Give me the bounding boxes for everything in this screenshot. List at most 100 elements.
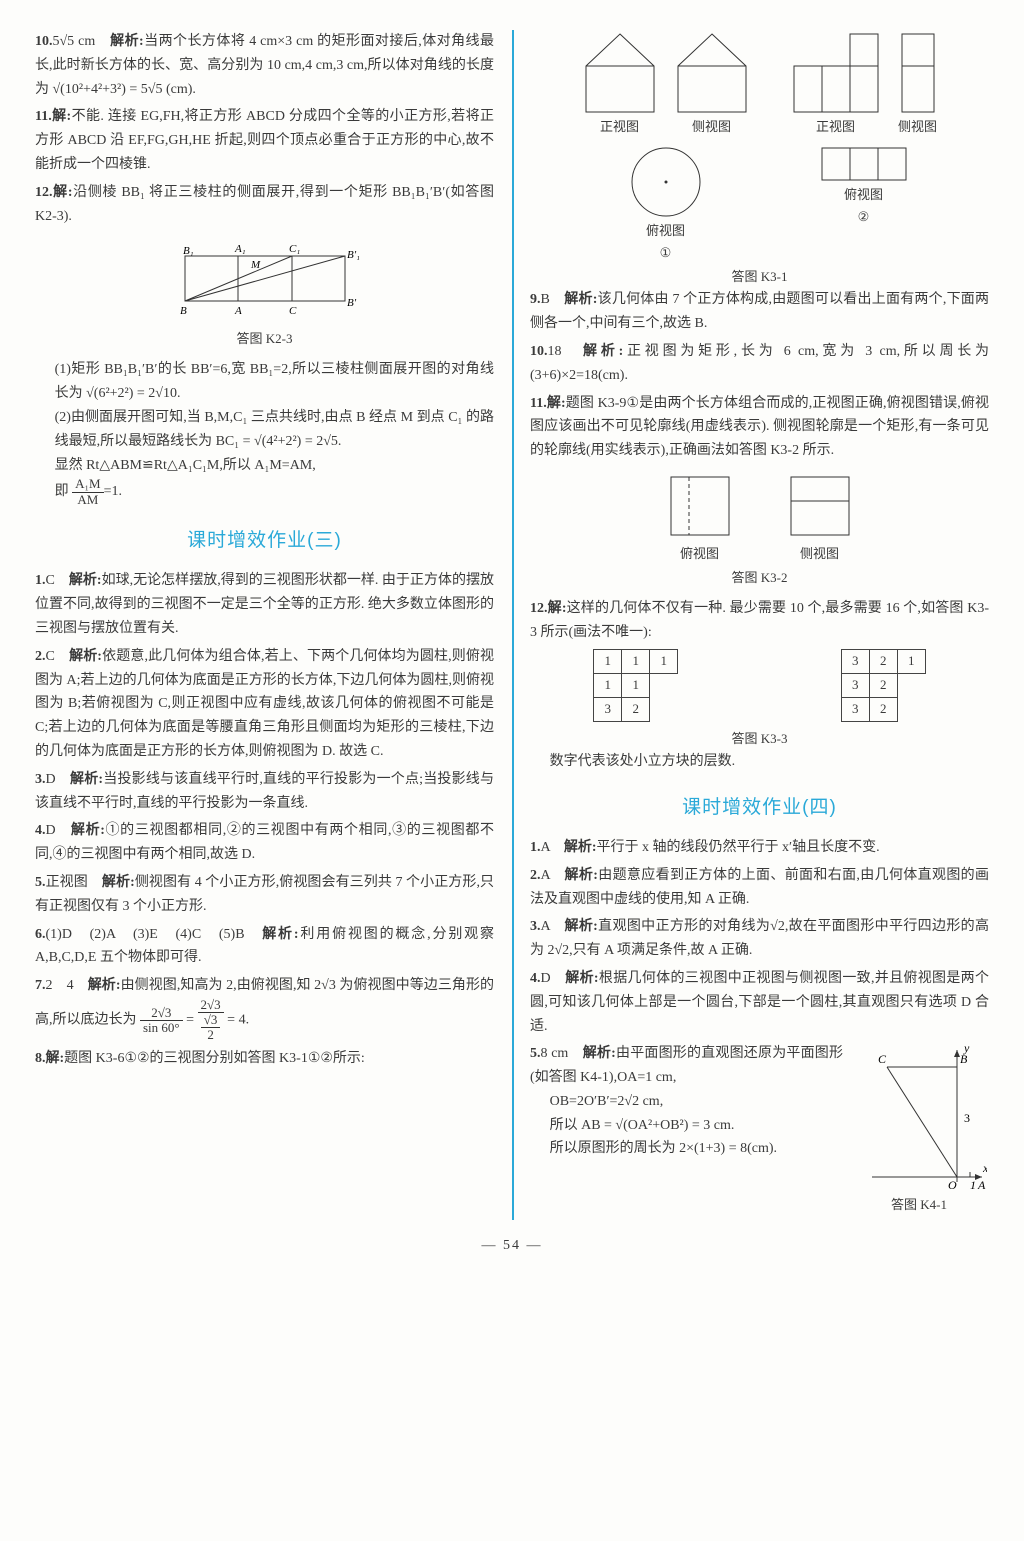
answer: C xyxy=(46,573,55,588)
text: 依题意,此几何体为组合体,若上、下两个几何体均为圆柱,则俯视图为 A;若上边的几… xyxy=(35,649,494,759)
text: 题图 K3-9①是由两个长方体组合而成的,正视图正确,俯视图错误,俯视图应该画出… xyxy=(530,396,989,459)
label: 解析: xyxy=(564,292,597,307)
svg-text:A: A xyxy=(234,305,242,317)
denominator: AM xyxy=(72,493,103,507)
cell xyxy=(650,673,678,697)
text: =1. xyxy=(104,484,122,499)
fraction: 2√3 sin 60° xyxy=(140,1006,183,1036)
cell: 1 xyxy=(897,649,925,673)
q10: 10.18 解析:正视图为矩形,长为 6 cm,宽为 3 cm,所以周长为 (3… xyxy=(530,340,989,388)
q11: 11.解:题图 K3-9①是由两个长方体组合而成的,正视图正确,俯视图错误,俯视… xyxy=(530,392,989,590)
label: 正视图 xyxy=(582,116,658,138)
item-number: 4. xyxy=(35,823,46,838)
item-number: 12. xyxy=(530,601,548,616)
cell xyxy=(650,697,678,721)
q12: 12.解:这样的几何体不仅有一种. 最少需要 10 个,最多需要 16 个,如答… xyxy=(530,597,989,773)
label: 解析: xyxy=(564,840,597,855)
svg-text:C₁: C₁ xyxy=(289,243,300,255)
text: 显然 Rt△ABM≌Rt△A₁C₁M,所以 A₁M=AM, xyxy=(35,454,494,478)
text: 直观图中正方形的对角线为√2,故在平面图形中平行四边形的高为 2√2,只有 A … xyxy=(530,919,989,958)
q3: 3.D 解析:当投影线与该直线平行时,直线的平行投影为一个点;当投影线与该直线不… xyxy=(35,768,494,816)
label: 解析: xyxy=(565,919,598,934)
svg-text:M: M xyxy=(250,259,261,271)
text: = xyxy=(183,1013,198,1028)
q1: 1.C 解析:如球,无论怎样摆放,得到的三视图形状都一样. 由于正方体的摆放位置… xyxy=(35,569,494,640)
item-number: 7. xyxy=(35,978,46,993)
front-view-2: 正视图 xyxy=(790,30,882,138)
text: 根据几何体的三视图中正视图与侧视图一致,并且俯视图是两个圆,可知该几何体上部是一… xyxy=(530,971,989,1034)
denominator: sin 60° xyxy=(140,1021,183,1035)
nested-fraction: √3 2 xyxy=(201,1013,221,1043)
section-title-4: 课时增效作业(四) xyxy=(530,792,989,824)
label: 解析: xyxy=(583,344,623,359)
item-number: 4. xyxy=(530,971,541,986)
fraction: A₁M AM xyxy=(72,477,103,507)
item-number: 8. xyxy=(35,1051,46,1066)
q7: 7.2 4 解析:由侧视图,知高为 2,由俯视图,知 2√3 为俯视图中等边三角… xyxy=(35,974,494,1043)
q8: 8.解:题图 K3-6①②的三视图分别如答图 K3-1①②所示: xyxy=(35,1047,494,1071)
label: 解析: xyxy=(88,978,121,993)
text: 该几何体由 7 个正方体构成,由题图可以看出上面有两个,下面两侧各一个,中间有三… xyxy=(530,292,989,331)
answer: 正视图 xyxy=(46,875,88,890)
label: 解析: xyxy=(71,823,105,838)
label: 解析: xyxy=(565,868,598,883)
item-number: 1. xyxy=(530,840,541,855)
cell: 3 xyxy=(841,649,869,673)
svg-text:x: x xyxy=(982,1161,987,1175)
label: 解: xyxy=(548,601,567,616)
text: 不能. 连接 EG,FH,将正方形 ABCD 分成四个全等的小正方形,若将正方形… xyxy=(35,109,494,172)
numerator: 2√3 xyxy=(140,1006,183,1021)
right-column: 正视图 侧视图 俯视图 ① 正视图 xyxy=(512,30,989,1220)
text: 如球,无论怎样摆放,得到的三视图形状都一样. 由于正方体的摆放位置不同,故得到的… xyxy=(35,573,494,636)
answer: 8 cm xyxy=(541,1046,569,1061)
item-number: 2. xyxy=(530,868,541,883)
side-view: 侧视图 xyxy=(785,471,855,565)
item-number: 6. xyxy=(35,927,46,942)
label: 侧视图 xyxy=(674,116,750,138)
label: 解: xyxy=(547,396,566,411)
cell: 2 xyxy=(622,697,650,721)
answer: 5√5 cm xyxy=(53,34,96,49)
svg-text:B₁: B₁ xyxy=(183,245,194,257)
denominator: 2 xyxy=(201,1028,221,1042)
section-title-3: 课时增效作业(三) xyxy=(35,525,494,557)
tag: ② xyxy=(790,206,938,228)
label: 侧视图 xyxy=(898,116,938,138)
text: (2)由侧面展开图可知,当 B,M,C₁ 三点共线时,由点 B 经点 M 到点 … xyxy=(35,406,494,454)
label: 解析: xyxy=(70,772,103,787)
item-number: 10. xyxy=(530,344,548,359)
answer: 18 xyxy=(548,344,562,359)
item-number: 5. xyxy=(35,875,46,890)
item-number: 3. xyxy=(35,772,46,787)
item-number: 11. xyxy=(35,109,52,124)
figure-caption: 答图 K2-3 xyxy=(35,328,494,350)
rectangle-diagram: B₁ A₁ M C₁ B′₁ B A C B′ xyxy=(165,236,365,326)
svg-text:C: C xyxy=(289,305,297,317)
figure-caption: 答图 K3-1 xyxy=(530,266,989,288)
r1: 1.A 解析:平行于 x 轴的线段仍然平行于 x′轴且长度不变. xyxy=(530,836,989,860)
label: 解析: xyxy=(69,649,102,664)
svg-text:C: C xyxy=(878,1052,887,1066)
label: 解析: xyxy=(69,573,102,588)
side-view-1: 侧视图 xyxy=(674,30,750,138)
figure-caption: 答图 K4-1 xyxy=(849,1194,989,1216)
item-10: 10.5√5 cm 解析:当两个长方体将 4 cm×3 cm 的矩形面对接后,体… xyxy=(35,30,494,101)
figure-caption: 答图 K3-3 xyxy=(530,728,989,750)
answer: A xyxy=(541,840,550,855)
text: 由题意应看到正方体的上面、前面和右面,由几何体直观图的画法及直观图中虚线的使用,… xyxy=(530,868,989,907)
svg-text:B′: B′ xyxy=(347,297,357,309)
r2: 2.A 解析:由题意应看到正方体的上面、前面和右面,由几何体直观图的画法及直观图… xyxy=(530,864,989,912)
top-view: 俯视图 xyxy=(665,471,735,565)
answer: C xyxy=(46,649,55,664)
svg-text:A: A xyxy=(977,1178,986,1192)
top-view-2: 俯视图 xyxy=(790,144,938,206)
item-12: 12.解:沿侧棱 BB₁ 将正三棱柱的侧面展开,得到一个矩形 BB₁B₁′B′(… xyxy=(35,181,494,507)
r5: O 1 A B C y x 3 答图 K4-1 5.8 cm 解析:由平面图形的… xyxy=(530,1042,989,1216)
label: 俯视图 xyxy=(665,543,735,565)
figure-k2-3: B₁ A₁ M C₁ B′₁ B A C B′ 答图 K2-3 xyxy=(35,236,494,350)
figure-k3-1: 正视图 侧视图 俯视图 ① 正视图 xyxy=(530,30,989,264)
label: 解: xyxy=(53,185,73,200)
text: 即 A₁M AM =1. xyxy=(35,477,494,507)
item-number: 11. xyxy=(530,396,547,411)
answer: 2 4 xyxy=(46,978,74,993)
